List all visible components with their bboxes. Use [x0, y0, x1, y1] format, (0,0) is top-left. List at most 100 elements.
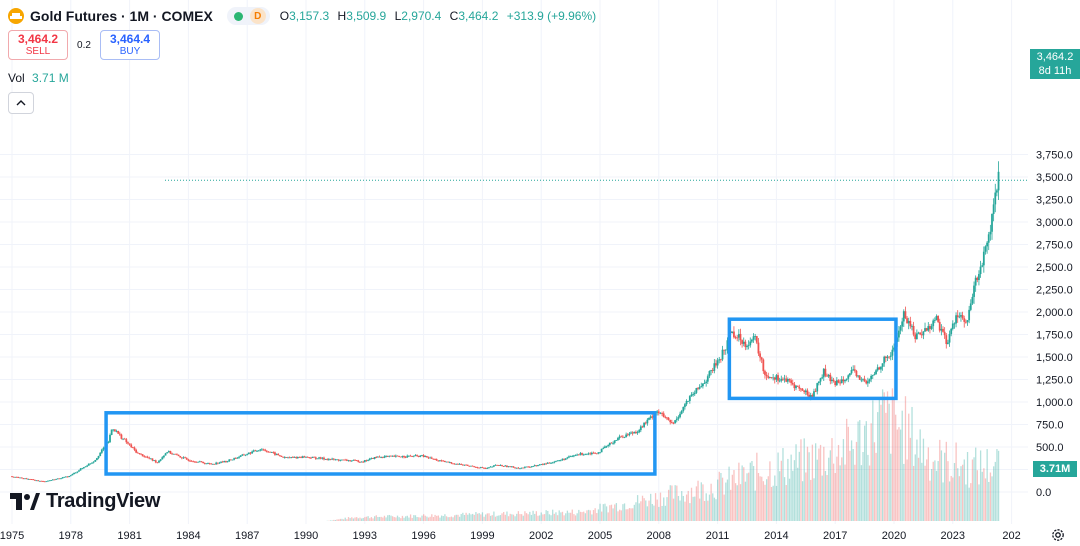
volume-legend[interactable]: Vol 3.71 M	[8, 71, 69, 85]
candle-body	[767, 376, 770, 378]
volume-bar	[614, 504, 616, 521]
volume-bar	[336, 519, 338, 521]
candle-body	[350, 460, 353, 462]
candle-body	[208, 463, 211, 464]
volume-bar	[769, 461, 771, 521]
data-delay-badge[interactable]: D	[249, 8, 266, 24]
gear-icon[interactable]	[1050, 527, 1066, 543]
symbol-title[interactable]: Gold Futures · 1M · COMEX	[30, 8, 213, 24]
volume-bar	[847, 426, 849, 521]
market-status-badge[interactable]: D	[226, 7, 270, 25]
candle-body	[141, 454, 144, 457]
volume-bar	[628, 508, 631, 521]
candle-body	[971, 296, 974, 304]
sell-button[interactable]: 3,464.2 SELL	[8, 30, 68, 60]
candle-body	[337, 459, 340, 461]
volume-bar	[602, 504, 604, 521]
volume-bar	[748, 472, 750, 521]
volume-bar	[901, 410, 903, 521]
volume-bar	[578, 509, 580, 521]
candle-body	[804, 390, 807, 393]
volume-bar	[354, 517, 356, 521]
candle-body	[453, 463, 456, 465]
volume-bar	[560, 512, 562, 521]
candle-body	[992, 204, 995, 215]
candle-body	[355, 460, 358, 461]
candle-body	[817, 381, 820, 384]
candle-body	[902, 311, 905, 322]
candle-body	[788, 378, 791, 381]
volume-bar	[419, 517, 422, 521]
candle-body	[424, 456, 427, 458]
candle-body	[695, 388, 698, 393]
volume-bar	[334, 519, 337, 521]
volume-bar	[816, 459, 818, 521]
candle-body	[566, 457, 569, 459]
volume-bar	[498, 515, 500, 521]
volume-bar	[390, 515, 392, 521]
candle-body	[92, 461, 95, 463]
volume-bar	[609, 505, 611, 521]
volume-bar	[971, 459, 974, 521]
y-tick-label: 2,500.0	[1036, 262, 1073, 274]
volume-bar	[779, 471, 781, 521]
candle-body	[185, 458, 188, 460]
volume-bar	[911, 406, 913, 521]
candle-body	[301, 456, 304, 458]
volume-bar	[455, 514, 457, 521]
volume-bar	[741, 465, 743, 521]
volume-bar	[653, 505, 655, 521]
volume-bar	[731, 474, 733, 521]
volume-bar	[473, 514, 475, 521]
candle-body	[180, 457, 183, 459]
candle-body	[323, 457, 325, 460]
candle-body	[145, 456, 147, 458]
candle-body	[602, 448, 605, 449]
volume-bar	[620, 510, 622, 521]
volume-bar	[638, 503, 640, 521]
candle-body	[793, 384, 796, 389]
open-key: O	[279, 9, 290, 23]
candle-body	[839, 382, 841, 384]
buy-button[interactable]: 3,464.4 BUY	[100, 30, 160, 60]
volume-bar	[442, 516, 444, 521]
candle-body	[443, 460, 446, 462]
candle-body	[127, 442, 129, 444]
candle-body	[801, 388, 804, 391]
volume-bar	[759, 476, 761, 521]
candle-body	[915, 333, 918, 340]
candle-body	[164, 453, 167, 456]
candle-body	[45, 481, 48, 483]
candle-body	[987, 234, 990, 243]
candle-body	[533, 465, 536, 467]
candle-body	[710, 370, 712, 372]
volume-bar	[859, 420, 861, 521]
candle-body	[576, 454, 579, 456]
collapse-legend-button[interactable]	[8, 92, 34, 114]
high-value: 3,509.9	[346, 9, 387, 23]
volume-bar	[855, 441, 858, 521]
candle-body	[234, 458, 237, 459]
volume-bar	[728, 466, 730, 521]
candle-body	[198, 461, 201, 463]
volume-bar	[576, 513, 578, 521]
tradingview-brand[interactable]: TradingView	[10, 490, 160, 513]
volume-bar	[543, 514, 546, 521]
volume-bar	[919, 429, 921, 521]
volume-bar	[674, 485, 676, 521]
candle-body	[32, 479, 35, 481]
candle-body	[850, 370, 853, 374]
candle-body	[574, 455, 577, 457]
volume-bar	[525, 513, 528, 521]
volume-bar	[777, 452, 779, 521]
candle-body	[875, 370, 877, 375]
candle-body	[512, 466, 515, 468]
candle-body	[692, 394, 694, 395]
candle-body	[558, 460, 561, 462]
volume-bar	[439, 517, 441, 521]
volume-bar	[329, 520, 332, 521]
candle-body	[249, 452, 252, 454]
x-tick-label: 1978	[59, 530, 83, 542]
